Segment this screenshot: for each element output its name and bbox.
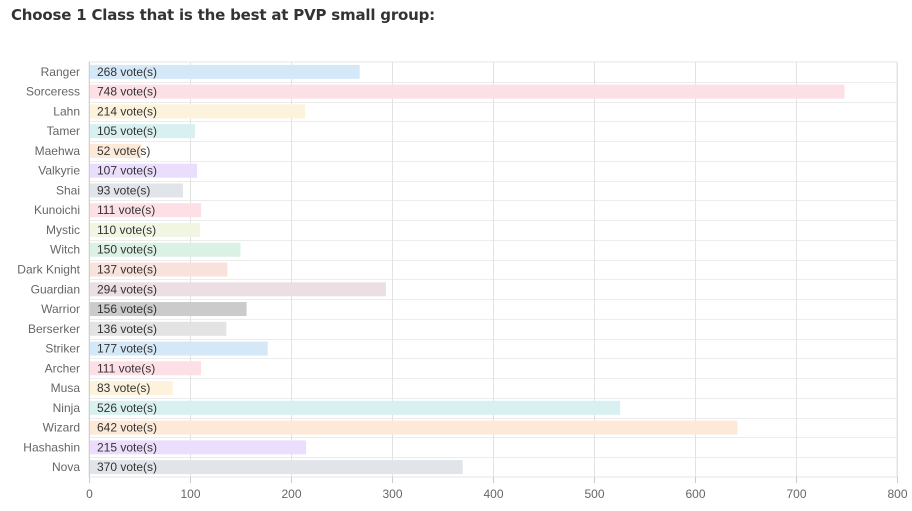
value-label: 52 vote(s)	[97, 144, 150, 158]
category-label: Nova	[52, 460, 80, 474]
category-label: Kunoichi	[34, 203, 80, 217]
category-label: Ranger	[41, 65, 80, 79]
value-label: 370 vote(s)	[97, 460, 157, 474]
category-label: Witch	[50, 243, 80, 257]
category-label: Wizard	[43, 421, 80, 435]
x-tick-label: 300	[382, 487, 402, 501]
value-label: 83 vote(s)	[97, 381, 150, 395]
value-label: 642 vote(s)	[97, 421, 157, 435]
value-labels: 268 vote(s) 748 vote(s) 214 vote(s) 105 vot…	[97, 65, 157, 474]
bar-striker	[90, 341, 268, 356]
value-label: 215 vote(s)	[97, 440, 157, 454]
bar-dark-knight	[90, 262, 228, 277]
value-label: 105 vote(s)	[97, 124, 157, 138]
bar-mystic	[90, 222, 201, 237]
bar-sorceress	[90, 84, 845, 99]
value-label: 156 vote(s)	[97, 302, 157, 316]
category-labels: Ranger Sorceress Lahn Tamer Maehwa Valkyrie Sh…	[17, 65, 80, 474]
value-label: 214 vote(s)	[97, 104, 157, 118]
x-tick-label: 500	[584, 487, 604, 501]
bar-musa	[90, 381, 173, 396]
value-label: 177 vote(s)	[97, 342, 157, 356]
category-label: Tamer	[47, 124, 80, 138]
category-label: Sorceress	[26, 85, 80, 99]
bar-tamer	[90, 124, 196, 139]
x-tick-label: 800	[887, 487, 907, 501]
value-label: 137 vote(s)	[97, 263, 157, 277]
category-label: Striker	[45, 342, 80, 356]
bar-berserker	[90, 321, 227, 336]
category-label: Dark Knight	[17, 263, 80, 277]
value-label: 150 vote(s)	[97, 243, 157, 257]
x-tick-label: 100	[180, 487, 200, 501]
bar-lahn	[90, 104, 306, 119]
x-tick-label: 400	[483, 487, 503, 501]
category-label: Musa	[51, 381, 81, 395]
bar-wizard	[90, 420, 738, 435]
category-label: Hashashin	[23, 440, 80, 454]
category-label: Maehwa	[35, 144, 81, 158]
category-label: Lahn	[53, 104, 80, 118]
category-label: Mystic	[46, 223, 80, 237]
bar-witch	[90, 242, 241, 257]
category-label: Shai	[56, 183, 80, 197]
bar-kunoichi	[90, 203, 202, 218]
category-label: Ninja	[53, 401, 81, 415]
bar-ninja	[90, 400, 621, 415]
bar-nova	[90, 460, 463, 475]
value-label: 268 vote(s)	[97, 65, 157, 79]
x-tick-label: 0	[86, 487, 93, 501]
value-label: 110 vote(s)	[97, 223, 156, 237]
x-axis: 0 100 200 300 400 500 600 700 800	[86, 62, 908, 501]
bar-archer	[90, 361, 202, 376]
bar-valkyrie	[90, 163, 198, 178]
value-label: 526 vote(s)	[97, 401, 157, 415]
bar-ranger	[90, 64, 360, 79]
bar-warrior	[90, 302, 247, 317]
chart-bars	[90, 64, 845, 475]
category-label: Guardian	[31, 282, 80, 296]
bar-shai	[90, 183, 183, 198]
value-label: 107 vote(s)	[97, 164, 157, 178]
value-label: 93 vote(s)	[97, 183, 150, 197]
x-tick-label: 700	[786, 487, 806, 501]
bar-maehwa	[90, 143, 142, 158]
category-label: Archer	[45, 361, 80, 375]
category-label: Valkyrie	[38, 164, 80, 178]
bar-guardian	[90, 282, 386, 297]
category-label: Berserker	[28, 322, 80, 336]
value-label: 111 vote(s)	[97, 203, 155, 217]
poll-question-title: Choose 1 Class that is the best at PVP s…	[11, 6, 435, 24]
value-label: 136 vote(s)	[97, 322, 157, 336]
category-label: Warrior	[41, 302, 80, 316]
value-label: 294 vote(s)	[97, 282, 157, 296]
value-label: 111 vote(s)	[97, 361, 155, 375]
x-tick-label: 600	[685, 487, 705, 501]
x-tick-label: 200	[281, 487, 301, 501]
bar-hashashin	[90, 440, 307, 455]
value-label: 748 vote(s)	[97, 85, 157, 99]
